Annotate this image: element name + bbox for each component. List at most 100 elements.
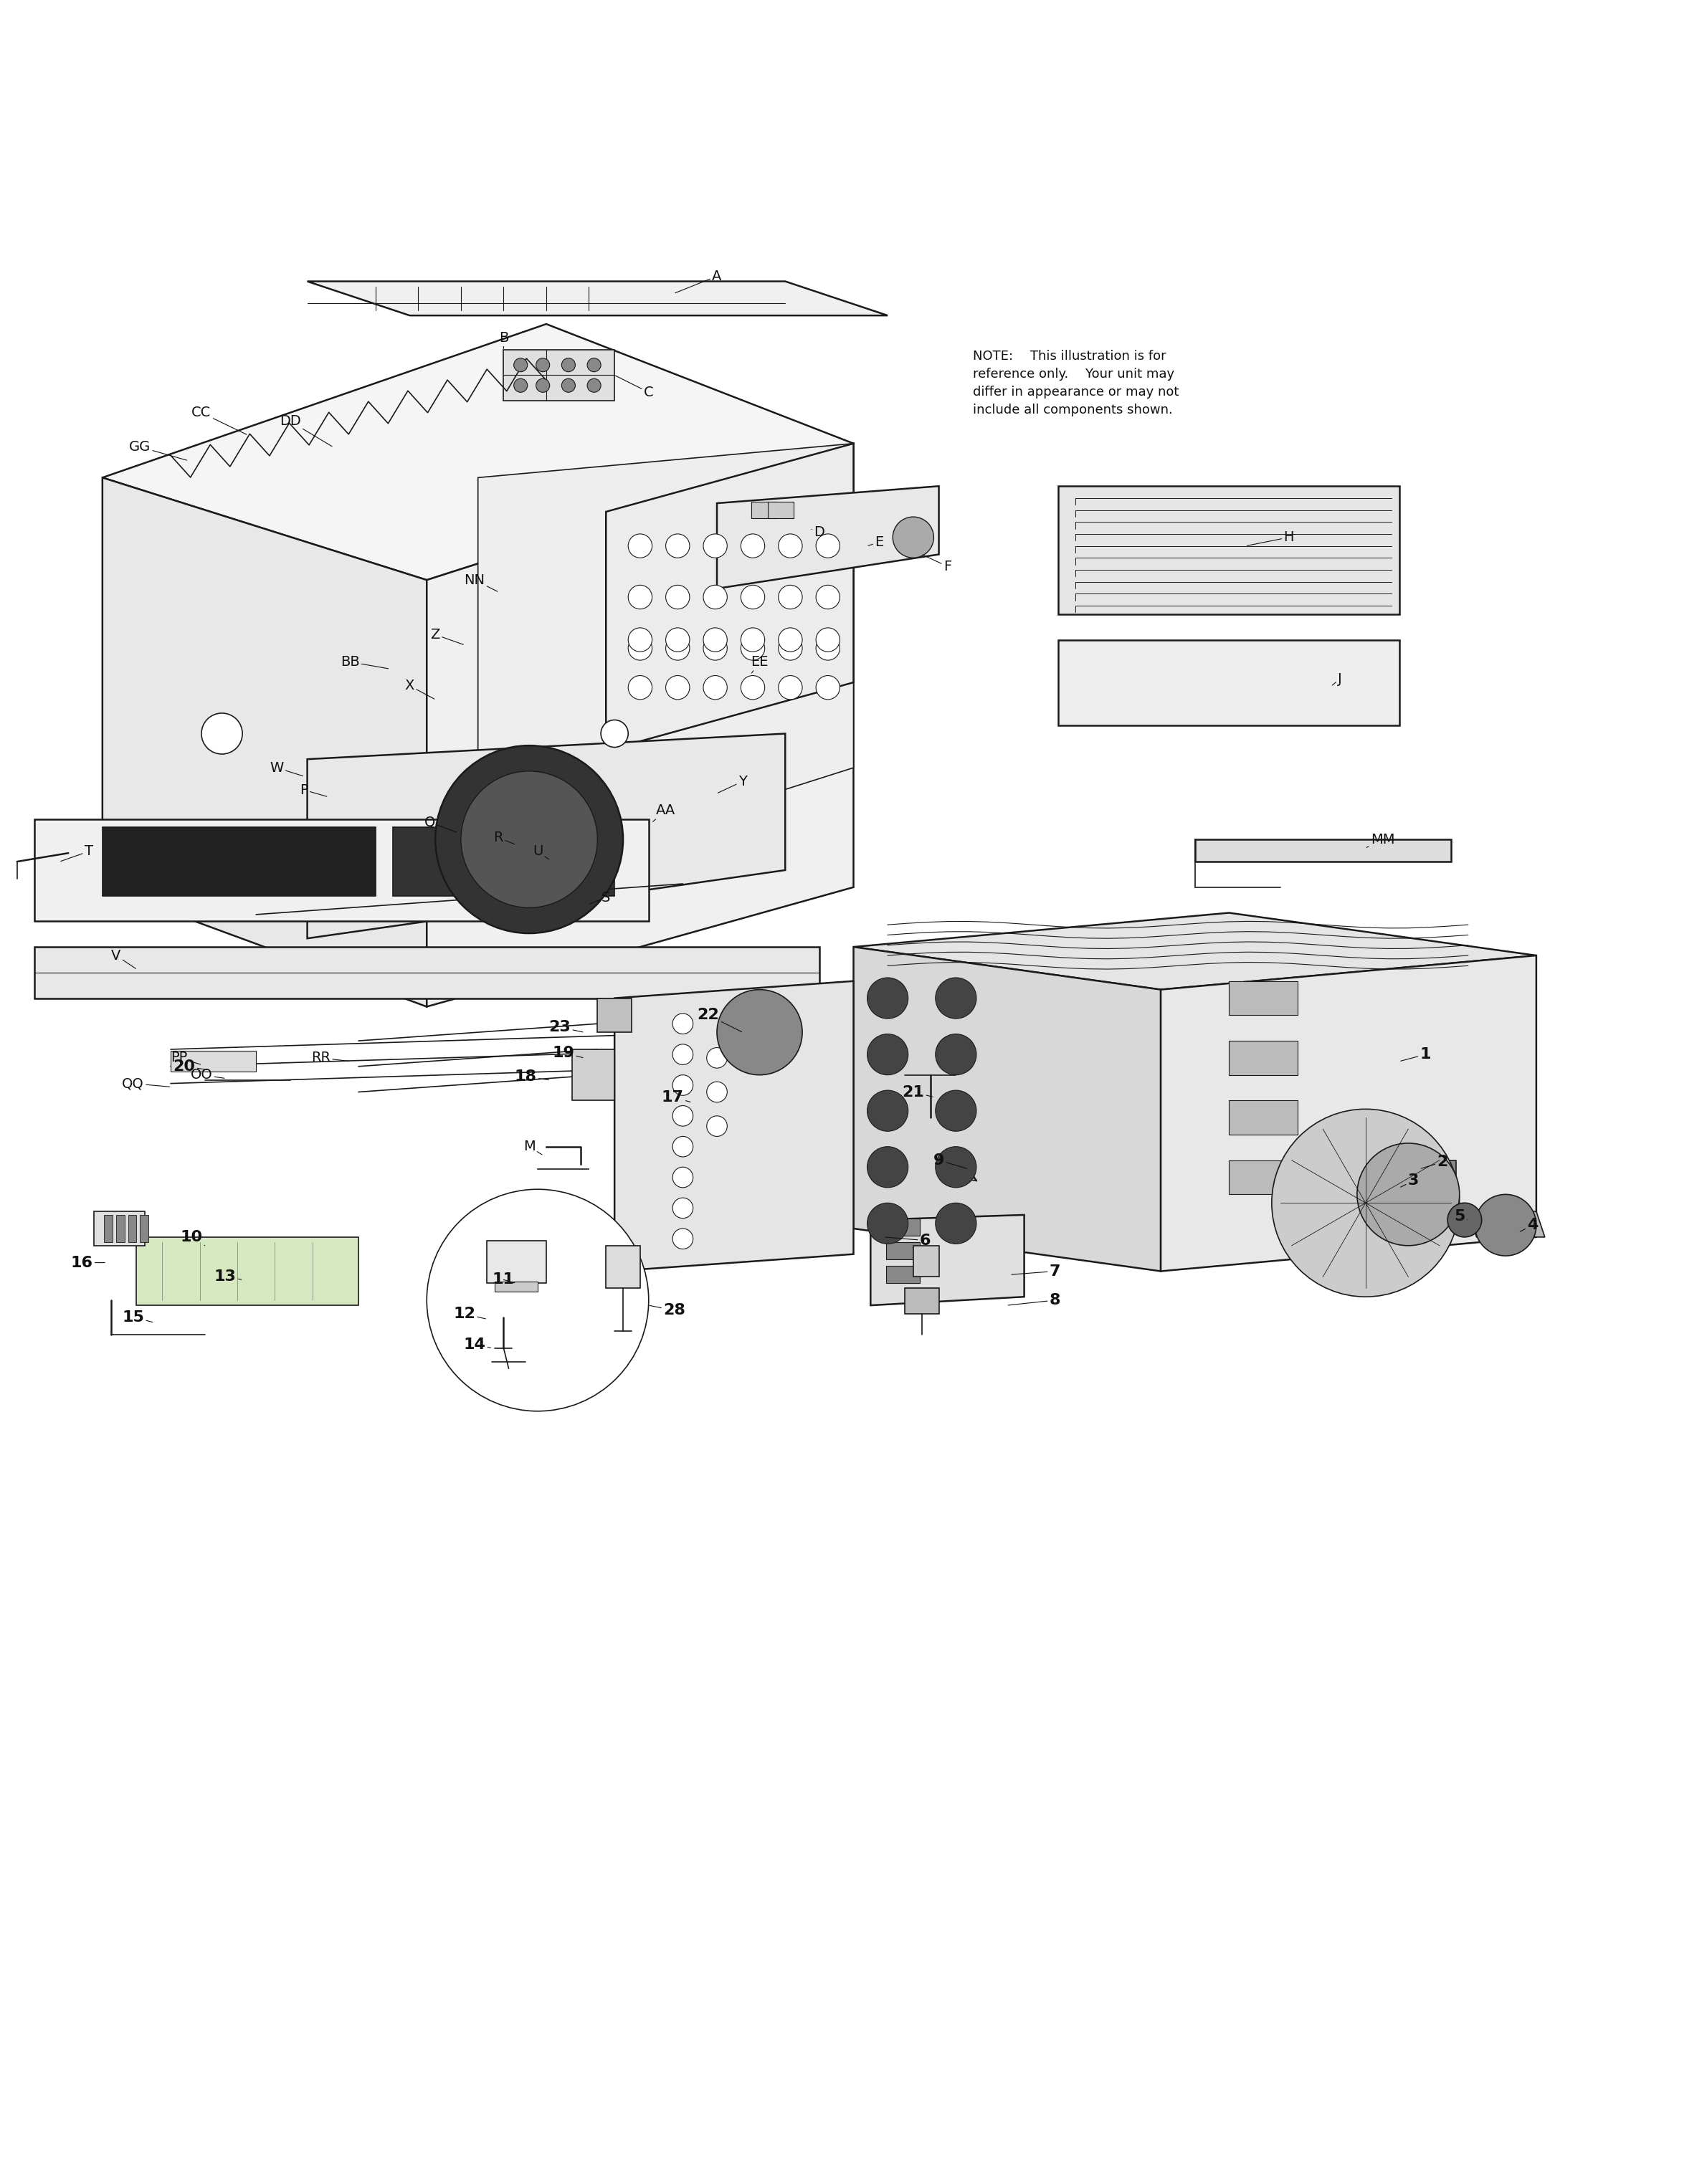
Circle shape [536,378,550,393]
Polygon shape [137,1236,358,1306]
Circle shape [867,1090,908,1131]
Circle shape [867,1147,908,1188]
Bar [768,502,794,518]
Circle shape [673,1105,693,1127]
Text: C: C [616,376,654,400]
Text: Z: Z [430,627,463,644]
Text: 5: 5 [1454,1210,1466,1223]
Circle shape [673,1230,693,1249]
Text: 23: 23 [550,1020,582,1035]
Circle shape [816,627,840,651]
Text: DD: DD [280,415,331,446]
Bar [94,1212,145,1245]
Bar [486,1241,546,1284]
Bar [572,1048,615,1101]
Circle shape [601,721,628,747]
Polygon shape [504,349,615,402]
Circle shape [935,1033,976,1075]
Circle shape [673,1075,693,1096]
Text: 1: 1 [1401,1048,1430,1061]
Text: 13: 13 [215,1269,241,1284]
Text: S: S [591,891,611,904]
Text: E: E [869,535,884,548]
Circle shape [562,358,575,371]
Circle shape [741,585,765,609]
Bar [116,1214,125,1243]
Polygon shape [34,948,819,998]
Circle shape [703,533,727,557]
Text: 21: 21 [903,1085,932,1099]
Polygon shape [102,323,854,581]
Circle shape [628,675,652,699]
Circle shape [673,1197,693,1219]
Text: 11: 11 [492,1273,516,1286]
Text: P: P [300,784,326,797]
Bar [128,1214,137,1243]
Text: A: A [676,269,722,293]
Polygon shape [1161,954,1536,1271]
Polygon shape [854,913,1536,989]
Circle shape [514,378,527,393]
Polygon shape [717,487,939,587]
Circle shape [816,585,840,609]
Polygon shape [1468,1212,1545,1236]
Circle shape [816,636,840,660]
Text: 20: 20 [172,1059,207,1075]
Bar [104,1214,113,1243]
Circle shape [778,636,802,660]
Text: 16: 16 [70,1256,104,1269]
Bar [606,1245,640,1289]
Circle shape [741,636,765,660]
Text: RR: RR [311,1051,348,1064]
Bar [597,998,632,1033]
Text: 4: 4 [1521,1219,1538,1232]
Circle shape [666,585,690,609]
Text: 14: 14 [464,1337,490,1352]
Text: X: X [405,679,434,699]
Text: OO: OO [191,1068,224,1081]
Polygon shape [615,981,854,1271]
Circle shape [707,1116,727,1136]
Polygon shape [102,828,376,895]
Text: 12: 12 [454,1306,485,1321]
Text: 8: 8 [1009,1293,1060,1308]
Circle shape [427,1190,649,1411]
Bar [1229,1160,1297,1195]
Bar [913,1245,939,1275]
Text: CC: CC [191,406,246,435]
Text: H: H [1248,531,1294,546]
Circle shape [707,1048,727,1068]
Text: 15: 15 [123,1310,152,1324]
Bar [495,1282,538,1291]
Text: 2: 2 [1422,1155,1448,1168]
Circle shape [666,627,690,651]
Circle shape [816,675,840,699]
Circle shape [587,358,601,371]
Circle shape [717,989,802,1075]
Polygon shape [871,1214,1024,1306]
Text: PP: PP [171,1051,200,1064]
Circle shape [666,675,690,699]
Bar [1229,981,1297,1016]
Text: 3: 3 [1401,1173,1419,1188]
Circle shape [628,585,652,609]
Polygon shape [102,478,427,1007]
Bar [1229,1042,1297,1075]
Circle shape [703,636,727,660]
Polygon shape [854,948,1161,1271]
Text: QQ: QQ [123,1077,169,1090]
Polygon shape [478,443,854,887]
Circle shape [1272,1109,1459,1297]
Circle shape [628,636,652,660]
Text: Y: Y [719,775,746,793]
Circle shape [778,675,802,699]
Circle shape [587,378,601,393]
Circle shape [741,675,765,699]
Polygon shape [393,828,615,895]
Polygon shape [307,734,785,939]
Bar [1229,1101,1297,1136]
Text: 18: 18 [514,1070,548,1083]
Text: BB: BB [340,655,387,668]
Text: J: J [1331,673,1342,686]
Circle shape [778,627,802,651]
